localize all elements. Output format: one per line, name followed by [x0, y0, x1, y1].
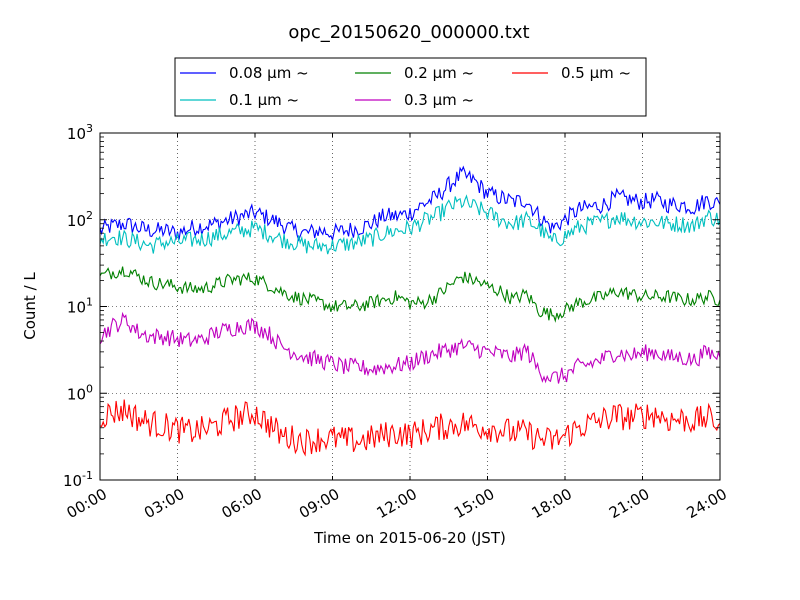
- y-tick-label: 10-1: [63, 469, 93, 490]
- series-line: [99, 311, 721, 384]
- series-line: [99, 165, 721, 242]
- legend-label: 0.5 μm ~: [561, 64, 631, 82]
- grid-lines: [100, 133, 720, 480]
- legend-label: 0.08 μm ~: [229, 64, 309, 82]
- y-axis-label: Count / L: [21, 272, 39, 340]
- legend-label: 0.1 μm ~: [229, 91, 299, 109]
- series-line: [99, 266, 721, 323]
- series-line: [99, 194, 721, 255]
- y-tick-label: 100: [67, 382, 93, 403]
- x-axis-label: Time on 2015-06-20 (JST): [313, 529, 506, 547]
- legend-label: 0.2 μm ~: [404, 64, 474, 82]
- legend: 0.08 μm ~ 0.1 μm ~ 0.2 μm ~ 0.3 μm ~ 0.5 μm …: [174, 57, 647, 117]
- plot-series: [99, 165, 721, 457]
- series-line: [99, 399, 721, 457]
- y-tick-label: 102: [67, 209, 93, 230]
- chart-title: opc_20150620_000000.txt: [288, 22, 529, 43]
- y-tick-labels: 10-1 100 101 102 103: [63, 122, 93, 490]
- y-tick-label: 101: [67, 296, 93, 317]
- y-tick-label: 103: [67, 122, 93, 143]
- legend-items: 0.08 μm ~ 0.1 μm ~ 0.2 μm ~ 0.3 μm ~ 0.5 μm …: [180, 64, 631, 109]
- legend-box: [174, 57, 647, 117]
- legend-label: 0.3 μm ~: [404, 91, 474, 109]
- axis-ticks: [99, 132, 721, 481]
